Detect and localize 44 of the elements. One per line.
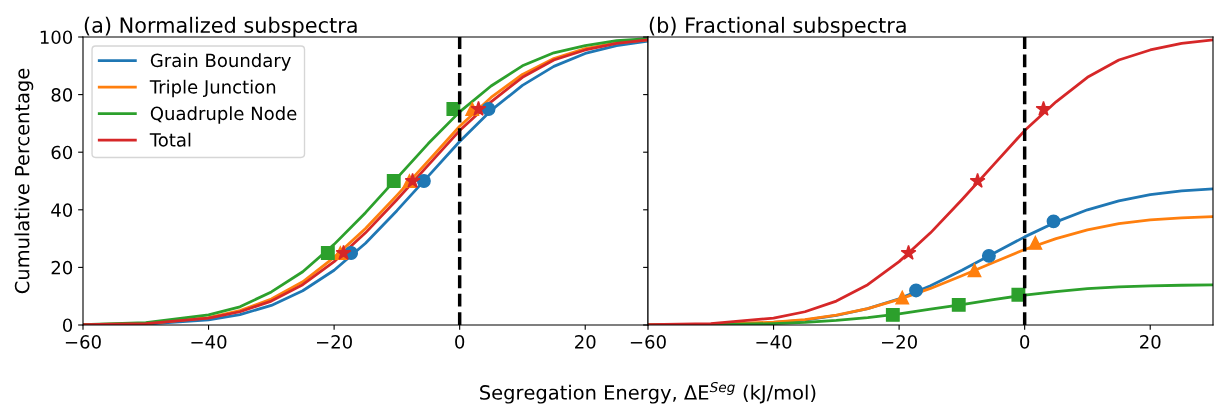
- x-tick-label: −60: [630, 335, 666, 349]
- x-tick-label: 0: [455, 335, 465, 349]
- point: [386, 174, 401, 188]
- point: [470, 100, 487, 116]
- point: [969, 172, 986, 188]
- y-tick-label: 40: [51, 203, 73, 217]
- y-tick-label: 20: [51, 260, 73, 275]
- y-axis-title: Cumulative Percentage: [14, 68, 34, 294]
- legend-label: Quadruple Node: [150, 106, 297, 124]
- x-tick-label: −60: [65, 335, 101, 349]
- point: [981, 248, 996, 263]
- point: [951, 297, 966, 312]
- legend-label: Grain Boundary: [150, 53, 291, 71]
- point: [1035, 100, 1052, 116]
- y-tick-label: 60: [51, 145, 73, 160]
- chart-title: (b) Fractional subspectra: [649, 16, 906, 37]
- x-tick-label: −40: [756, 335, 792, 349]
- x-tick-label: 20: [1140, 335, 1161, 349]
- y-tick-label: 100: [40, 30, 73, 45]
- x-tick-label: −20: [316, 335, 352, 349]
- legend-label: Total: [149, 132, 191, 147]
- point: [885, 307, 900, 322]
- y-tick-label: 80: [51, 88, 73, 102]
- x-tick-label: −20: [881, 335, 917, 349]
- x-axis-title: Segregation Energy, ΔE$^{Seg}$ (kJ/mol): [480, 381, 816, 404]
- point: [1046, 214, 1061, 229]
- x-tick-label: 20: [575, 335, 596, 349]
- point: [1028, 235, 1043, 250]
- point: [1011, 287, 1026, 302]
- point: [909, 283, 924, 298]
- point: [481, 102, 496, 116]
- point: [900, 244, 917, 260]
- point: [416, 174, 431, 188]
- point: [967, 263, 982, 278]
- point: [335, 244, 352, 260]
- x-tick-label: 0: [1020, 335, 1030, 349]
- point: [320, 246, 335, 260]
- x-tick-label: −40: [191, 335, 227, 349]
- legend-label: Triple Junction: [149, 79, 276, 98]
- chart-title: (a) Normalized subspectra: [84, 16, 357, 37]
- y-tick-label: 0: [62, 318, 73, 333]
- point: [446, 102, 461, 116]
- point: [404, 172, 421, 188]
- point: [895, 290, 910, 305]
